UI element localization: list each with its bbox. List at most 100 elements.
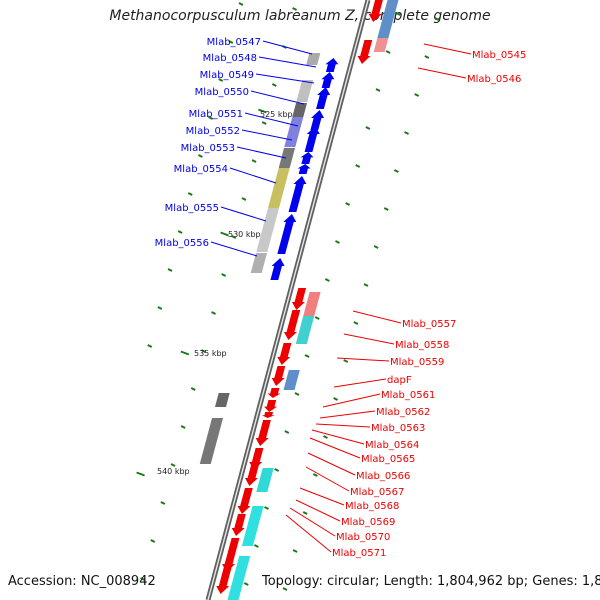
tick-mark	[180, 425, 186, 429]
tick-mark	[414, 93, 420, 97]
label-leader	[220, 206, 267, 222]
tick-mark	[177, 230, 183, 234]
gene-arrow	[357, 40, 373, 64]
label-leader	[210, 241, 258, 257]
label-leader	[343, 333, 395, 345]
label-leader	[336, 357, 390, 362]
tick-mark	[150, 539, 156, 543]
tick-mark	[160, 501, 166, 505]
label-leader	[295, 499, 341, 522]
gene-arrow	[277, 343, 292, 365]
tick-mark	[251, 159, 257, 163]
gene-label: Mlab_0548	[203, 53, 257, 64]
gene-arrow	[237, 488, 253, 514]
tick-mark	[190, 387, 196, 391]
gene-label: Mlab_0555	[165, 203, 219, 214]
tick-mark	[197, 154, 203, 158]
category-box	[292, 103, 308, 117]
label-leader	[309, 437, 361, 459]
tick-mark	[292, 7, 298, 11]
tick-mark	[200, 349, 206, 353]
label-leader	[250, 90, 305, 105]
major-tick	[258, 108, 267, 114]
category-box	[268, 168, 290, 208]
gene-arrow	[321, 72, 335, 88]
category-box	[373, 38, 389, 52]
tick-mark	[261, 121, 267, 125]
tick-mark	[345, 202, 351, 206]
tick-mark	[241, 197, 247, 201]
label-leader	[289, 507, 336, 537]
gene-label: Mlab_0570	[336, 532, 390, 543]
tick-mark	[294, 392, 300, 396]
tick-mark	[434, 17, 440, 21]
tick-mark	[353, 321, 359, 325]
label-leader	[307, 452, 356, 476]
tick-mark	[228, 40, 234, 44]
scale-label: 540 kbp	[157, 467, 190, 476]
label-leaders	[210, 40, 472, 553]
genome-title: Methanocorpusculum labreanum Z, complete…	[109, 8, 491, 24]
tick-mark	[312, 473, 318, 477]
tick-mark	[335, 240, 340, 244]
gene-label: Mlab_0553	[181, 143, 235, 154]
gene-arrow	[261, 412, 275, 418]
major-tick	[180, 350, 190, 356]
category-box	[306, 53, 321, 65]
gene-labels: Mlab_0547 Mlab_0548 Mlab_0549 Mlab_0550 Mlab…	[155, 37, 527, 559]
tick-mark	[375, 88, 381, 92]
label-leader	[423, 43, 472, 55]
backbone-highlight	[207, 0, 369, 600]
gene-label: Mlab_0547	[207, 37, 261, 48]
gene-label: Mlab_0556	[155, 238, 209, 249]
gene-label: dapF	[387, 375, 412, 386]
tick-mark	[323, 435, 328, 439]
gene-arrow	[297, 164, 311, 174]
major-tick	[220, 231, 229, 237]
label-leader	[258, 56, 317, 68]
tick-mark	[355, 164, 361, 168]
gene-label: Mlab_0545	[472, 50, 526, 61]
label-leader	[319, 410, 376, 419]
accession-label: Accession: NC_008942	[8, 574, 156, 589]
label-leader	[244, 112, 299, 127]
topology-label: Topology: circular; Length: 1,804,962 bp…	[262, 574, 600, 589]
gene-arrow	[283, 310, 301, 340]
tick-mark	[218, 78, 224, 82]
tick-mark	[385, 50, 391, 54]
gene-label: Mlab_0551	[189, 109, 243, 120]
tick-mark	[221, 273, 227, 277]
tick-mark	[208, 116, 213, 120]
tick-mark	[333, 397, 339, 401]
gene-arrow	[264, 400, 278, 412]
category-box	[295, 316, 315, 344]
gene-label: Mlab_0565	[361, 454, 415, 465]
gene-label: Mlab_0568	[345, 501, 399, 512]
gene-arrow	[300, 152, 314, 164]
label-leader	[236, 146, 287, 159]
scale-label: 535 kbp	[194, 349, 227, 358]
tick-mark	[282, 587, 288, 591]
gene-arrow	[270, 258, 285, 280]
gene-label: Mlab_0554	[174, 164, 228, 175]
gene-label: Mlab_0546	[467, 74, 521, 85]
label-leader	[311, 429, 365, 445]
gene-label: Mlab_0558	[395, 340, 449, 351]
label-leader	[241, 129, 293, 141]
category-box	[199, 418, 224, 464]
category-box	[278, 148, 296, 168]
tick-mark	[140, 577, 146, 581]
tick-mark	[147, 344, 153, 348]
tick-mark	[211, 311, 216, 315]
tick-mark	[424, 55, 430, 59]
tick-mark	[231, 235, 237, 239]
gene-arrow	[267, 388, 281, 398]
tick-mark	[253, 544, 259, 548]
gene-label: Mlab_0552	[186, 126, 240, 137]
label-leader	[333, 378, 387, 388]
tick-mark	[304, 354, 310, 358]
gene-arrow	[304, 126, 320, 152]
tick-mark	[271, 83, 277, 87]
tick-mark	[170, 463, 176, 467]
